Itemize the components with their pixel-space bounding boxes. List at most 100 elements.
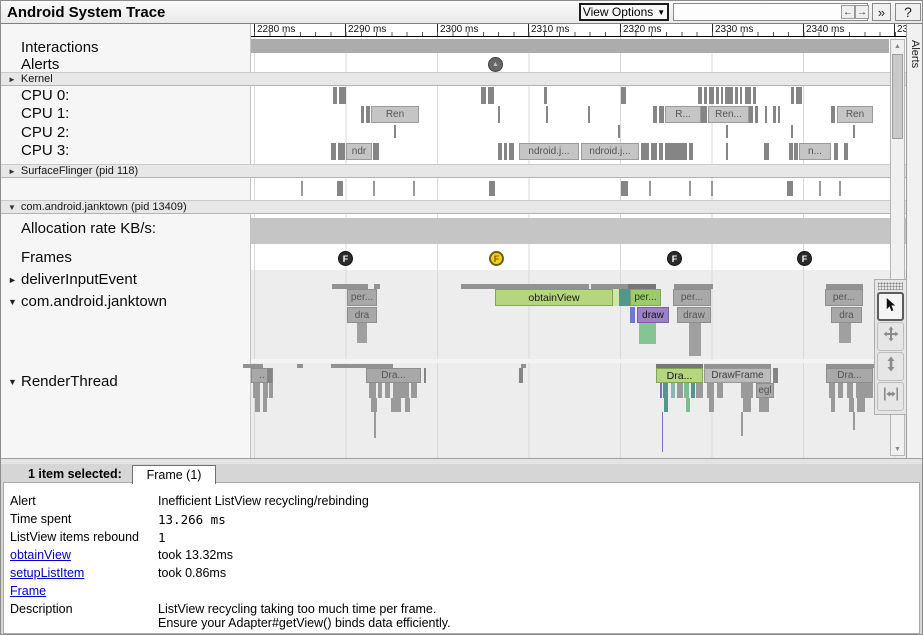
trace-slice[interactable]: [613, 289, 619, 306]
trace-slice[interactable]: [839, 323, 851, 343]
tab-frame[interactable]: Frame (1): [132, 465, 216, 484]
horizontal-zoom-tool-button[interactable]: [877, 382, 904, 411]
trace-slice[interactable]: [704, 364, 771, 368]
trace-slice[interactable]: [639, 323, 656, 344]
trace-slice[interactable]: [424, 368, 426, 383]
trace-slice[interactable]: [374, 284, 380, 289]
trace-slice[interactable]: [689, 181, 691, 196]
trace-slice[interactable]: [847, 383, 853, 398]
trace-slice[interactable]: [488, 87, 494, 104]
trace-slice[interactable]: draw: [677, 307, 711, 323]
trace-slice[interactable]: Ren: [837, 106, 873, 123]
trace-slice[interactable]: [696, 383, 703, 398]
trace-slice[interactable]: [753, 87, 756, 104]
frame-marker-selected[interactable]: F: [489, 251, 504, 266]
trace-slice[interactable]: [521, 364, 526, 368]
scroll-up-button[interactable]: ▲: [891, 40, 904, 52]
trace-slice[interactable]: [267, 368, 272, 383]
trace-slice[interactable]: [743, 398, 751, 412]
view-options-button[interactable]: View Options ▼: [579, 3, 669, 21]
trace-slice[interactable]: R...: [665, 106, 701, 123]
trace-slice[interactable]: [796, 87, 802, 104]
trace-slice[interactable]: dra: [347, 307, 377, 323]
trace-slice[interactable]: [394, 125, 396, 138]
trace-slice[interactable]: [369, 383, 376, 398]
disclosure-triangle-icon[interactable]: ▼: [8, 297, 17, 307]
setuplistitem-link[interactable]: setupListItem: [10, 566, 85, 580]
trace-slice[interactable]: [735, 87, 738, 104]
trace-slice[interactable]: [411, 383, 417, 398]
trace-slice-drawframe-selected[interactable]: Dra...: [656, 368, 703, 383]
section-header-kernel[interactable]: ► Kernel: [1, 72, 906, 86]
trace-slice[interactable]: [829, 383, 835, 398]
trace-slice[interactable]: [331, 143, 336, 160]
allocation-rate-band[interactable]: [251, 218, 906, 244]
trace-slice[interactable]: ndr: [346, 143, 372, 160]
trace-slice[interactable]: [726, 143, 728, 160]
trace-slice[interactable]: [698, 87, 702, 104]
obtainview-link[interactable]: obtainView: [10, 548, 71, 562]
trace-slice-drawframe[interactable]: DrawFrame: [704, 368, 771, 383]
search-input[interactable]: [673, 3, 868, 21]
trace-slice[interactable]: [716, 87, 719, 104]
trace-slice[interactable]: [689, 323, 701, 356]
disclosure-triangle-icon[interactable]: ▼: [8, 202, 16, 212]
trace-slice[interactable]: [621, 181, 628, 196]
trace-slice[interactable]: [333, 87, 337, 104]
trace-slice[interactable]: [691, 383, 695, 398]
trace-slice[interactable]: [721, 87, 723, 104]
trace-slice[interactable]: [263, 398, 267, 412]
trace-slice[interactable]: [711, 181, 713, 196]
trace-slice[interactable]: [765, 106, 767, 123]
trace-slice[interactable]: [461, 284, 541, 289]
trace-slice[interactable]: [789, 143, 793, 160]
trace-slice[interactable]: Dra...: [366, 368, 421, 383]
section-header-janktown-process[interactable]: ▼ com.android.janktown (pid 13409): [1, 200, 906, 214]
trace-slice[interactable]: [717, 383, 723, 398]
trace-slice[interactable]: [726, 125, 728, 138]
trace-slice[interactable]: [741, 383, 753, 398]
trace-slice[interactable]: [339, 87, 346, 104]
disclosure-triangle-icon[interactable]: ►: [8, 166, 16, 176]
trace-slice[interactable]: [651, 143, 657, 160]
panel-separator[interactable]: [1, 458, 922, 464]
trace-slice[interactable]: [849, 398, 854, 412]
frame-link[interactable]: Frame: [10, 584, 47, 598]
trace-slice[interactable]: [826, 284, 863, 289]
frame-marker[interactable]: F: [667, 251, 682, 266]
search-next-button[interactable]: →: [855, 5, 869, 19]
trace-slice[interactable]: [671, 383, 675, 398]
trace-slice[interactable]: [709, 87, 714, 104]
trace-slice[interactable]: [741, 412, 743, 436]
trace-slice[interactable]: [357, 323, 367, 343]
frame-marker[interactable]: F: [797, 251, 812, 266]
trace-slice[interactable]: [677, 383, 683, 398]
trace-slice[interactable]: [791, 87, 794, 104]
trace-slice[interactable]: [373, 181, 375, 196]
trace-slice[interactable]: [498, 106, 500, 123]
trace-slice[interactable]: [481, 87, 486, 104]
disclosure-triangle-icon[interactable]: ▼: [8, 377, 17, 387]
trace-slice[interactable]: [689, 143, 693, 160]
trace-slice[interactable]: [704, 87, 707, 104]
trace-slice[interactable]: [504, 143, 507, 160]
trace-slice[interactable]: [764, 143, 769, 160]
trace-slice-draw[interactable]: draw: [637, 307, 669, 323]
trace-slice[interactable]: [831, 398, 835, 412]
trace-slice[interactable]: [856, 383, 873, 398]
trace-slice[interactable]: [649, 181, 651, 196]
trace-slice[interactable]: Dra...: [826, 368, 873, 383]
trace-slice[interactable]: [621, 87, 626, 104]
trace-slice[interactable]: [755, 106, 758, 123]
disclosure-triangle-icon[interactable]: ►: [8, 275, 17, 285]
trace-slice[interactable]: dra: [831, 307, 862, 323]
search-prev-button[interactable]: ←: [841, 5, 855, 19]
trace-slice[interactable]: n...: [799, 143, 831, 160]
trace-slice[interactable]: [519, 368, 523, 383]
trace-slice[interactable]: [366, 106, 370, 123]
trace-slice[interactable]: [393, 383, 409, 398]
trace-slice[interactable]: [740, 87, 742, 104]
trace-slice[interactable]: [337, 181, 343, 196]
trace-slice[interactable]: [618, 125, 620, 138]
section-header-surfaceflinger[interactable]: ► SurfaceFlinger (pid 118): [1, 164, 906, 178]
